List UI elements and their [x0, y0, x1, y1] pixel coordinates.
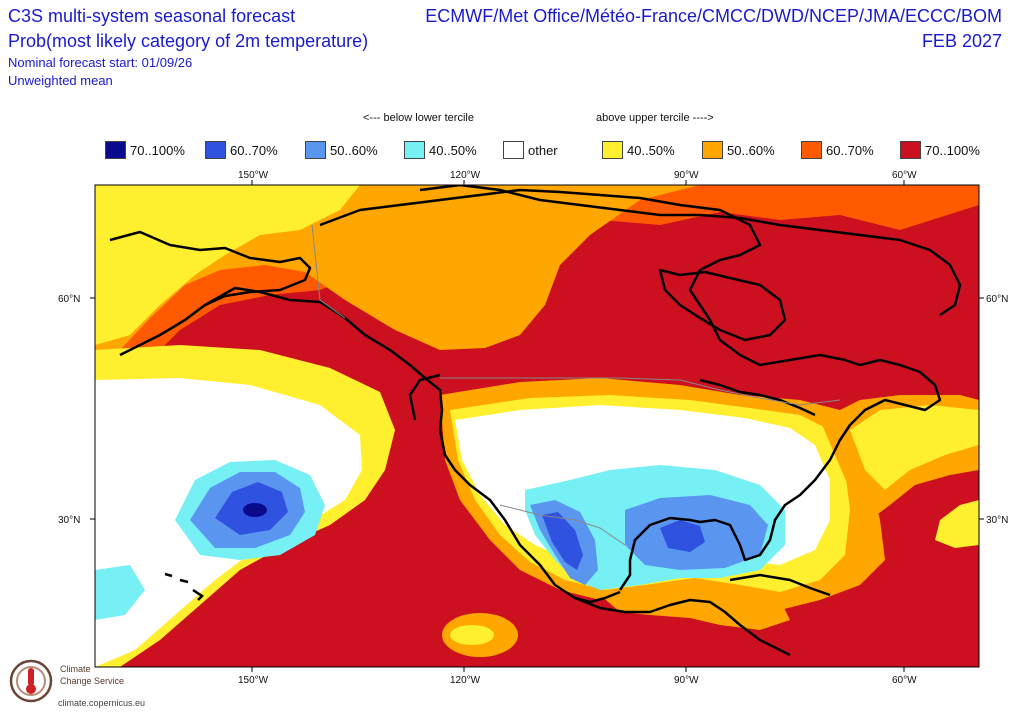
map-frame [94, 184, 980, 668]
map-subtitle: Prob(most likely category of 2m temperat… [8, 31, 369, 51]
west-canada-coast [408, 373, 441, 421]
legend-swatch [702, 141, 723, 159]
logo-line1: Climate [60, 664, 91, 674]
copernicus-logo: Climate Change Service climate.copernicu… [8, 656, 168, 716]
legend-item-above-60-70: 60..70% [801, 140, 874, 160]
field-cold-60-70-gulf [660, 520, 705, 552]
arctic-islands [419, 185, 962, 317]
axis-labels: 150°W 120°W 90°W 60°W 150°W 120°W 90°W 6… [58, 170, 1008, 686]
hawaii-island-c [192, 588, 204, 601]
legend-label: 70..100% [925, 142, 980, 158]
legend-item-below-60-70: 60..70% [205, 140, 278, 160]
hawaii-island-a [164, 572, 173, 578]
us-canada-border [440, 377, 841, 406]
centres-block: ECMWF/Met Office/Météo-France/CMCC/DWD/N… [425, 4, 1002, 54]
legend-swatch [602, 141, 623, 159]
legend-swatch [404, 141, 425, 159]
legend-swatch [305, 141, 326, 159]
lat-label-right-60n: 60°N [986, 294, 1008, 305]
legend-item-below-40-50: 40..50% [404, 140, 477, 160]
field-cold-40-50-west [95, 565, 145, 620]
field-warm-40-50-south [450, 625, 494, 645]
political-borders [311, 224, 841, 546]
lon-label-top-150w: 150°W [238, 170, 269, 181]
title-block: C3S multi-system seasonal forecast Prob(… [8, 4, 368, 90]
legend-item-below-50-60: 50..60% [305, 140, 378, 160]
lat-label-left-60n: 60°N [58, 294, 80, 305]
coastlines [109, 185, 962, 657]
mean-type: Unweighted mean [8, 73, 113, 88]
lon-label-bottom-150w: 150°W [238, 675, 269, 686]
legend-swatch [900, 141, 921, 159]
field-warm-50-60-caribbean [600, 588, 790, 630]
us-mexico-border [499, 504, 626, 546]
map-title: C3S multi-system seasonal forecast [8, 6, 296, 26]
legend-swatch [105, 141, 126, 159]
hawaii-islands [164, 572, 204, 601]
logo-url: climate.copernicus.eu [58, 698, 146, 708]
thermometer-logo-icon [9, 659, 53, 703]
legend-label: 40..50% [429, 142, 477, 158]
field-cold-60-70-mexico [542, 512, 583, 570]
legend-item-below-70-100: 70..100% [105, 140, 185, 160]
legend-item-above-50-60: 50..60% [702, 140, 775, 160]
hudson-bay [658, 268, 787, 342]
alaska-canada-border [311, 224, 346, 319]
legend-item-other: other [503, 140, 558, 160]
axis-ticks [90, 180, 984, 672]
valid-month: FEB 2027 [921, 31, 1002, 51]
legend-label: 60..70% [826, 142, 874, 158]
mexico-south [574, 590, 621, 604]
probability-field [95, 185, 979, 667]
lon-label-bottom-90w: 90°W [674, 675, 699, 686]
field-warm-40-50-atlantic [850, 405, 979, 490]
legend-label: 50..60% [330, 142, 378, 158]
pacific-coast [204, 286, 791, 657]
field-warm-40-50-east [935, 500, 979, 548]
legend: 70..100% 60..70% 50..60% 40..50% other 4… [0, 140, 1024, 160]
legend-label: other [528, 142, 558, 158]
lon-label-top-120w: 120°W [450, 170, 481, 181]
below-tercile-label: <--- below lower tercile [363, 112, 474, 124]
centres-list: ECMWF/Met Office/Météo-France/CMCC/DWD/N… [425, 6, 1002, 26]
lon-label-top-60w: 60°W [892, 170, 917, 181]
lon-label-top-90w: 90°W [674, 170, 699, 181]
legend-label: 40..50% [627, 142, 675, 158]
legend-label: 60..70% [230, 142, 278, 158]
field-cold-70-100-pacific [243, 503, 267, 517]
above-tercile-label: above upper tercile ----> [596, 112, 714, 124]
legend-item-above-40-50: 40..50% [602, 140, 675, 160]
field-warm-40-50-nw [95, 185, 360, 345]
logo-line2: Change Service [60, 676, 125, 686]
lon-label-bottom-60w: 60°W [892, 675, 917, 686]
cuba [729, 573, 831, 597]
north-atlantic-coast [319, 188, 942, 591]
hawaii-island-b [179, 578, 189, 584]
great-lakes [699, 378, 816, 417]
legend-swatch [503, 141, 524, 159]
legend-swatch [801, 141, 822, 159]
lon-label-bottom-120w: 120°W [450, 675, 481, 686]
alaska-coast [109, 230, 312, 357]
legend-label: 50..60% [727, 142, 775, 158]
legend-label: 70..100% [130, 142, 185, 158]
forecast-start: Nominal forecast start: 01/09/26 [8, 55, 193, 70]
legend-item-above-70-100: 70..100% [900, 140, 980, 160]
lat-label-left-30n: 30°N [58, 515, 80, 526]
legend-swatch [205, 141, 226, 159]
lat-label-right-30n: 30°N [986, 515, 1008, 526]
